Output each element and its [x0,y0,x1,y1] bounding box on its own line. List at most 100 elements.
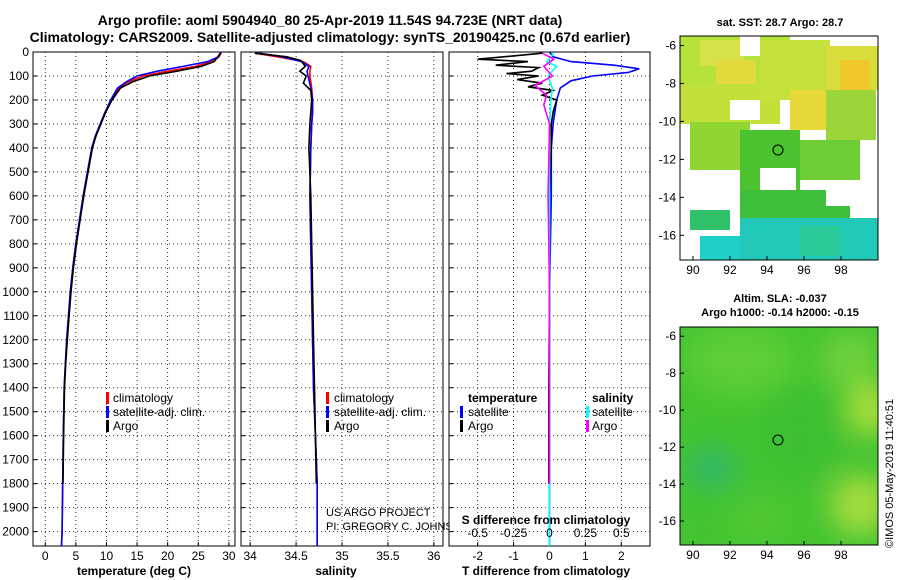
depth-tick-label: 1600 [2,429,29,443]
x-tick-label: 10 [100,549,114,563]
depth-tick-label: 1400 [2,381,29,395]
credit-project: US ARGO PROJECT [326,507,431,519]
lon-tick-label: 90 [686,548,700,562]
temperature-x-tick-labels: 0 5 10 15 20 25 30 [42,549,236,563]
legend-swatch-t-argo [460,420,463,432]
x-tick-label: 1 [582,549,589,563]
lat-tick-label: -12 [659,152,677,166]
sla-patch [850,385,878,435]
depth-tick-label: 700 [9,213,29,227]
sla-patch [685,327,795,395]
depth-tick-label: 1200 [2,333,29,347]
lat-tick-label: -16 [659,228,677,242]
x-tick-label: -2 [472,549,483,563]
difference-panel: -2 -1 0 1 2 -0.5 -0.25 0 0.25 0.5 T difference f… [448,51,651,578]
sla-map-lat-ticks: -6 -8 -10 -12 -14 -16 [659,329,684,528]
x-tick-label: 15 [130,549,144,563]
sst-map-frame [679,35,879,261]
x-tick-label: 0 [42,549,49,563]
sst-patch [826,90,876,140]
legend-label-argo: Argo [334,419,360,433]
lon-tick-label: 92 [723,263,737,277]
depth-tick-label: 2000 [2,525,29,539]
series-line-argo [62,52,221,484]
sla-map: Altim. SLA: -0.037 Argo h1000: -0.14 h20… [659,293,879,562]
depth-tick-label: 500 [9,165,29,179]
temperature-legend: climatology satellite-adj. clim. Argo [106,391,205,433]
legend-swatch-climatology [106,392,109,404]
depth-tick-label: 1300 [2,357,29,371]
series-line-argo [254,52,318,484]
sst-field [680,36,878,260]
temperature-grid [33,51,235,546]
legend-label-climatology: climatology [113,391,173,405]
sst-patch [840,60,870,90]
difference-legend: temperature salinity satellite Argo sate… [460,391,634,433]
sst-nodata-patch [680,240,698,260]
depth-tick-label: 1900 [2,501,29,515]
legend-swatch-climatology [326,392,329,404]
lat-tick-label: -10 [659,114,677,128]
salinity-axes-frame [240,51,444,547]
s-diff-tick-label: 0.25 [574,526,598,540]
legend-label-t-argo: Argo [468,419,494,433]
depth-tick-label: 1100 [3,309,29,323]
legend-swatch-s-satellite [586,406,589,418]
sst-nodata-patch [860,150,878,190]
lat-tick-label: -16 [659,514,677,528]
x-tick-label: 0 [546,549,553,563]
legend-swatch-argo [326,420,329,432]
legend-label-argo: Argo [113,419,139,433]
x-tick-label: 2 [618,549,625,563]
legend-title-temperature: temperature [468,391,538,405]
lon-tick-label: 96 [797,548,811,562]
salinity-series [254,52,319,546]
lon-tick-label: 94 [760,263,774,277]
depth-tick-label: 300 [9,117,29,131]
salinity-legend: climatology satellite-adj. clim. Argo [326,391,426,433]
depth-tick-label: 1500 [2,405,29,419]
argo-position-marker [772,144,784,156]
sla-patch [830,475,878,535]
depth-tick-label: 0 [22,45,29,59]
salinity-xlabel: salinity [315,564,357,578]
t-diff-x-tick-labels: -2 -1 0 1 2 [472,549,625,563]
sst-nodata-patch [760,168,796,190]
sst-nodata-patch [740,36,760,56]
sst-nodata-patch [680,196,720,210]
legend-title-salinity: salinity [592,391,634,405]
lat-tick-label: -14 [659,477,677,491]
s-difference-label: S difference from climatology [462,513,631,527]
series-line-salinity-argo [533,52,556,484]
legend-label-satellite: satellite-adj. clim. [113,405,205,419]
lat-tick-label: -6 [665,38,676,52]
x-tick-label: 35 [335,549,349,563]
lat-tick-label: -14 [659,190,677,204]
x-tick-label: 35.5 [376,549,400,563]
sst-patch [800,140,860,180]
sst-map-title: sat. SST: 28.7 Argo: 28.7 [717,17,844,29]
x-tick-label: 25 [192,549,206,563]
lon-tick-label: 98 [834,548,848,562]
lon-tick-label: 98 [834,263,848,277]
depth-tick-label: 600 [9,189,29,203]
s-diff-tick-label: -0.5 [467,526,488,540]
credit-pi: PI: GREGORY C. JOHNSON [326,521,469,533]
x-tick-label: 34 [244,549,258,563]
sla-patch [730,500,790,540]
sla-patch [686,448,738,488]
x-tick-label: 5 [73,549,80,563]
s-diff-tick-labels: -0.5 -0.25 0 0.25 0.5 [467,526,630,540]
sla-map-subtitle: Argo h1000: -0.14 h2000: -0.15 [701,307,859,319]
argo-position-marker [772,434,784,446]
depth-tick-label: 1000 [2,285,29,299]
lat-tick-label: -10 [659,403,677,417]
plot-title-line1: Argo profile: aoml 5904940_80 25-Apr-201… [97,12,563,28]
difference-series [477,51,640,546]
sst-patch [700,236,740,260]
depth-tick-label: 200 [9,93,29,107]
sst-nodata-patch [690,170,720,200]
lat-tick-label: -8 [665,366,676,380]
s-diff-tick-label: 0.5 [613,526,630,540]
